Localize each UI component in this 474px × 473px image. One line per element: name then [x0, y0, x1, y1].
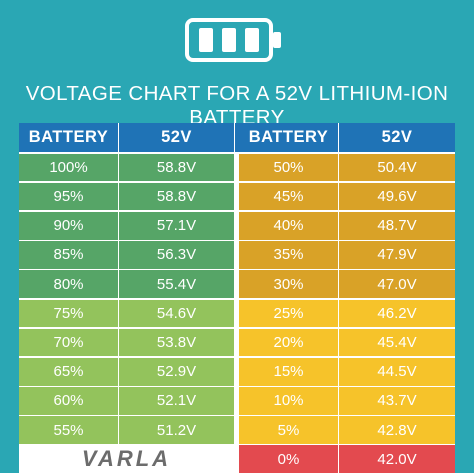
battery-percent-cell: 50%: [239, 153, 339, 182]
battery-percent-cell: 20%: [239, 328, 339, 357]
battery-percent-cell: 5%: [239, 416, 339, 444]
battery-percent-cell: 45%: [239, 182, 339, 211]
voltage-cell: 44.5V: [339, 357, 455, 386]
header-voltage-right: 52V: [339, 123, 455, 152]
battery-percent-cell: 95%: [19, 182, 119, 211]
battery-percent-cell: 60%: [19, 387, 119, 415]
battery-percent-cell: 25%: [239, 299, 339, 328]
voltage-cell: 48.7V: [339, 211, 455, 240]
voltage-cell: 51.2V: [119, 416, 235, 444]
voltage-cell: 58.8V: [119, 153, 235, 182]
voltage-cell: 49.6V: [339, 182, 455, 211]
table-row: 70% 53.8V 20% 45.4V: [19, 328, 455, 357]
varla-logo: VARLA: [19, 445, 235, 473]
voltage-cell: 46.2V: [339, 299, 455, 328]
voltage-cell: 42.8V: [339, 416, 455, 444]
table-row-last: VARLA 0% 42.0V: [19, 445, 455, 473]
column-divider: [235, 416, 239, 444]
header-battery-left: BATTERY: [19, 123, 119, 152]
voltage-cell: 57.1V: [119, 211, 235, 240]
battery-percent-cell: 0%: [239, 445, 339, 473]
battery-percent-cell: 15%: [239, 357, 339, 386]
table-row: 60% 52.1V 10% 43.7V: [19, 387, 455, 415]
column-divider: [235, 299, 239, 328]
header-voltage-left: 52V: [119, 123, 235, 152]
column-divider: [235, 445, 239, 473]
column-divider: [235, 270, 239, 298]
battery-percent-cell: 100%: [19, 153, 119, 182]
voltage-cell: 55.4V: [119, 270, 235, 298]
voltage-cell: 43.7V: [339, 387, 455, 415]
table-row: 80% 55.4V 30% 47.0V: [19, 270, 455, 298]
battery-percent-cell: 70%: [19, 328, 119, 357]
battery-percent-cell: 10%: [239, 387, 339, 415]
header-battery-right: BATTERY: [239, 123, 339, 152]
column-divider: [235, 182, 239, 211]
battery-icon: [185, 18, 281, 62]
battery-percent-cell: 75%: [19, 299, 119, 328]
voltage-cell: 42.0V: [339, 445, 455, 473]
table-row: 75% 54.6V 25% 46.2V: [19, 299, 455, 328]
table-row: 100% 58.8V 50% 50.4V: [19, 153, 455, 182]
column-divider: [235, 328, 239, 357]
battery-percent-cell: 55%: [19, 416, 119, 444]
voltage-cell: 56.3V: [119, 241, 235, 269]
voltage-cell: 52.9V: [119, 357, 235, 386]
battery-percent-cell: 35%: [239, 241, 339, 269]
table-row: 95% 58.8V 45% 49.6V: [19, 182, 455, 211]
battery-percent-cell: 80%: [19, 270, 119, 298]
column-divider: [235, 357, 239, 386]
table-row: 55% 51.2V 5% 42.8V: [19, 416, 455, 444]
voltage-cell: 58.8V: [119, 182, 235, 211]
column-divider: [235, 387, 239, 415]
column-divider: [235, 211, 239, 240]
voltage-table: BATTERY 52V BATTERY 52V 100% 58.8V 50% 50.4…: [19, 123, 455, 473]
battery-percent-cell: 30%: [239, 270, 339, 298]
table-row: 65% 52.9V 15% 44.5V: [19, 357, 455, 386]
voltage-cell: 47.9V: [339, 241, 455, 269]
column-divider: [235, 241, 239, 269]
column-divider: [235, 123, 239, 152]
battery-percent-cell: 65%: [19, 357, 119, 386]
voltage-cell: 50.4V: [339, 153, 455, 182]
battery-percent-cell: 85%: [19, 241, 119, 269]
table-row: 90% 57.1V 40% 48.7V: [19, 211, 455, 240]
table-row: 85% 56.3V 35% 47.9V: [19, 241, 455, 269]
voltage-cell: 45.4V: [339, 328, 455, 357]
column-divider: [235, 153, 239, 182]
voltage-cell: 54.6V: [119, 299, 235, 328]
voltage-cell: 52.1V: [119, 387, 235, 415]
voltage-cell: 47.0V: [339, 270, 455, 298]
table-header-row: BATTERY 52V BATTERY 52V: [19, 123, 455, 152]
battery-percent-cell: 90%: [19, 211, 119, 240]
battery-percent-cell: 40%: [239, 211, 339, 240]
voltage-cell: 53.8V: [119, 328, 235, 357]
